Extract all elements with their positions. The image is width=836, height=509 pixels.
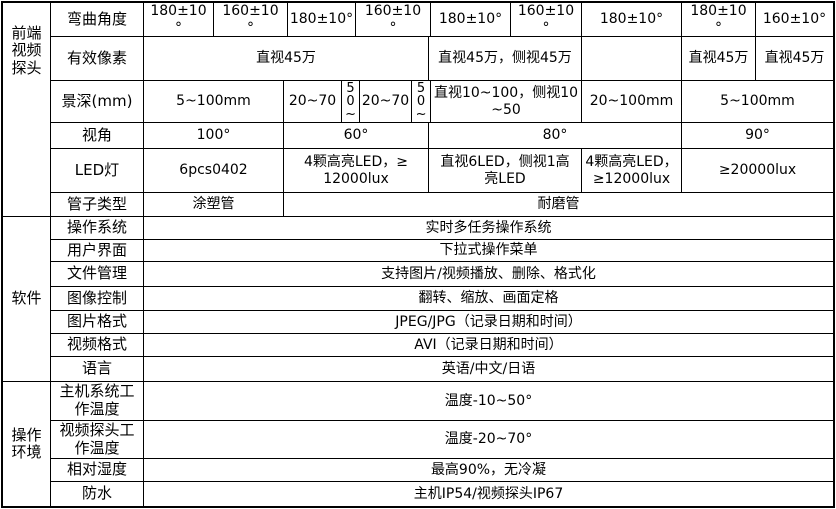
value-cell: 50~ [412,81,431,122]
value-cell: 支持图片/视频播放、删除、格式化 [381,265,596,282]
group-label: 软件 [3,217,51,382]
value-cell: 180±10° [288,3,356,36]
value-cell: 温度-20~70° [444,431,533,448]
value-cell: 100° [144,123,284,148]
value-cell: JPEG/JPG（记录日期和时间） [395,313,582,330]
spec-row: 视频格式 AVI（记录日期和时间） [51,334,833,357]
value-cell: 直视45万 [144,37,429,80]
spec-section: 前端 视频 探头 弯曲角度 180±10 ° 160±10 ° 180±10° 160±1… [3,3,833,217]
row-label: 管子类型 [51,193,144,216]
value-cell: 20~100mm [582,81,682,122]
value-cell: 主机IP54/视频探头IP67 [413,485,564,502]
spec-row: 图片格式 JPEG/JPG（记录日期和时间） [51,311,833,334]
row-label: 景深(mm) [51,81,144,122]
value-cell: 160±10 ° [511,3,582,36]
value-cell: 180±10 ° [144,3,214,36]
spec-row: 图像控制 翻转、缩放、画面定格 [51,287,833,311]
value-cell: 180±10° [582,3,682,36]
value-cell: 英语/中文/日语 [441,360,536,377]
value-cell: 180±10° [431,3,511,36]
value-cell: 20~70 [360,81,412,122]
spec-section: 操作 环境 主机系统工作温度 温度-10~50° 视频探头工作温度 温度-20~70° 相… [3,382,833,506]
value-cell: AVI（记录日期和时间） [414,336,563,353]
row-label: 弯曲角度 [51,3,144,36]
value-cell [582,37,682,80]
value-cell: 涂塑管 [144,193,284,216]
row-label: 文件管理 [51,262,144,286]
spec-row: 用户界面 下拉式操作菜单 [51,240,833,262]
row-label: 主机系统工作温度 [51,382,144,420]
spec-row: 相对湿度 最高90%，无冷凝 [51,459,833,482]
spec-row: 管子类型 涂塑管 耐磨管 [51,193,833,217]
group-label: 操作 环境 [3,382,51,506]
value-cell: 翻转、缩放、画面定格 [418,290,559,307]
value-cell: 160±10° [762,11,827,28]
spec-row: 视频探头工作温度 温度-20~70° [51,421,833,459]
value-cell: 4颗高亮LED， ≥12000lux [582,149,682,192]
value-cell: 下拉式操作菜单 [439,242,538,259]
spec-section: 软件 操作系统 实时多任务操作系统用户界面 下拉式操作菜单文件管理 支持图片/视频播放、… [3,217,833,382]
spec-row: 景深(mm) 5~100mm 20~70 50~ 20~70 50~ 直视10~100，侧视… [51,81,833,123]
value-cell: 5~100mm [720,93,795,110]
spec-row: 操作系统 实时多任务操作系统 [51,217,833,240]
row-label: 防水 [51,482,144,506]
row-label: 图片格式 [51,311,144,333]
spec-row: 有效像素 直视45万 直视45万，侧视45万 直视45万 直视45万 [51,37,833,81]
value-cell: 实时多任务操作系统 [425,219,552,236]
row-label: 语言 [51,357,144,381]
spec-row: 文件管理 支持图片/视频播放、删除、格式化 [51,262,833,287]
row-label: 视频格式 [51,334,144,356]
value-cell: 60° [284,123,429,148]
value-cell: 最高90%，无冷凝 [430,461,547,478]
row-label: 图像控制 [51,287,144,310]
value-cell: 160±10 ° [214,3,288,36]
value-cell: 50~ [342,81,360,122]
value-cell: 6pcs0402 [144,149,284,192]
value-cell: 直视45万 [764,50,825,67]
value-cell: 直视45万 [682,37,756,80]
spec-row: 弯曲角度 180±10 ° 160±10 ° 180±10° 160±10 ° 180±1… [51,3,833,37]
row-label: LED灯 [51,149,144,192]
row-label: 视频探头工作温度 [51,421,144,458]
value-cell: 直视6LED，侧视1高 亮LED [429,149,582,192]
value-cell: 直视45万，侧视45万 [429,37,582,80]
row-label: 相对湿度 [51,459,144,481]
value-cell: 直视10~100，侧视10 ~50 [431,81,582,122]
value-cell: ≥20000lux [718,162,797,179]
spec-row: 语言 英语/中文/日语 [51,357,833,382]
value-cell: 80° [429,123,682,148]
value-cell: 4颗高亮LED，≥ 12000lux [284,149,429,192]
value-cell: 温度-10~50° [444,392,533,409]
spec-row: 主机系统工作温度 温度-10~50° [51,382,833,421]
spec-row: 视角 100° 60° 80° 90° [51,123,833,149]
value-cell: 耐磨管 [537,196,580,213]
spec-row: LED灯 6pcs0402 4颗高亮LED，≥ 12000lux 直视6LED，侧视1… [51,149,833,193]
row-label: 有效像素 [51,37,144,80]
row-label: 操作系统 [51,217,144,239]
value-cell: 180±10 ° [682,3,756,36]
value-cell: 20~70 [284,81,342,122]
value-cell: 160±10 ° [356,3,431,36]
spec-row: 防水 主机IP54/视频探头IP67 [51,482,833,506]
value-cell: 90° [745,127,770,144]
row-label: 用户界面 [51,240,144,261]
value-cell: 5~100mm [144,81,284,122]
group-label: 前端 视频 探头 [3,3,51,217]
row-label: 视角 [51,123,144,148]
